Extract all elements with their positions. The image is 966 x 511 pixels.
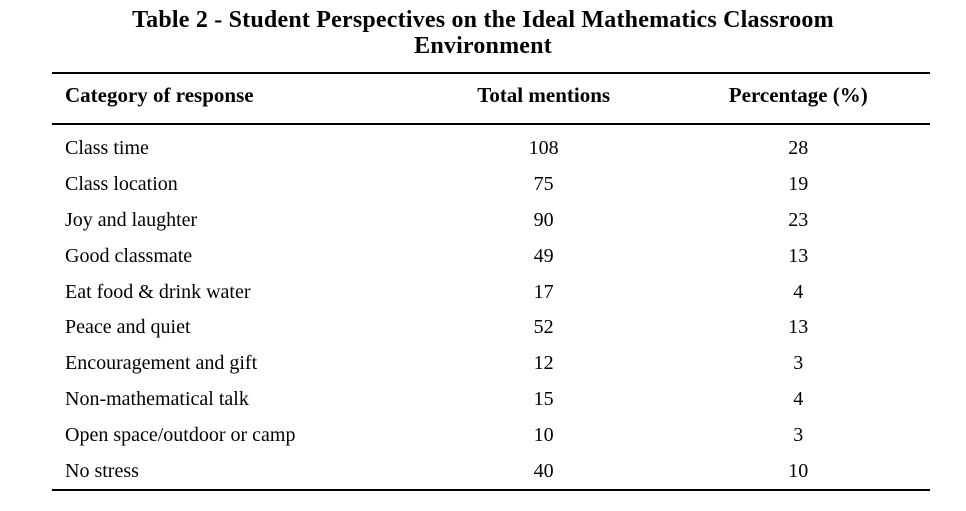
header-row: Category of response Total mentions Perc… [52, 73, 930, 124]
cell-total-mentions: 52 [533, 316, 554, 339]
cell-total-mentions: 10 [533, 423, 554, 446]
cell-percentage: 4 [793, 387, 804, 410]
cell-total-mentions: 49 [533, 244, 554, 267]
cell-total-mentions: 108 [528, 137, 559, 160]
cell-percentage: 13 [788, 316, 809, 339]
student-perspectives-table: Category of response Total mentions Perc… [52, 72, 930, 491]
cell-category: Class location [65, 173, 178, 196]
cell-category: Non-mathematical talk [65, 387, 249, 410]
table-row: Good classmate 49 13 [52, 238, 930, 274]
table-row: Open space/outdoor or camp 10 3 [52, 417, 930, 453]
table-row: Class location 75 19 [52, 167, 930, 203]
cell-category: Class time [65, 137, 149, 160]
cell-total-mentions: 15 [533, 387, 554, 410]
cell-total-mentions: 40 [533, 459, 554, 482]
table-row: Non-mathematical talk 15 4 [52, 382, 930, 418]
cell-total-mentions: 75 [533, 173, 554, 196]
cell-percentage: 3 [793, 352, 804, 375]
cell-total-mentions: 90 [533, 208, 554, 231]
cell-percentage: 13 [788, 244, 809, 267]
table-row: Class time 108 28 [52, 124, 930, 167]
cell-percentage: 28 [788, 137, 809, 160]
cell-percentage: 10 [788, 459, 809, 482]
table-row: Peace and quiet 52 13 [52, 310, 930, 346]
cell-category: Eat food & drink water [65, 280, 251, 303]
cell-percentage: 4 [793, 280, 804, 303]
cell-category: Good classmate [65, 244, 193, 267]
cell-percentage: 23 [788, 208, 809, 231]
cell-total-mentions: 17 [533, 280, 554, 303]
cell-category: Encouragement and gift [65, 352, 258, 375]
table-row: Joy and laughter 90 23 [52, 203, 930, 239]
cell-category: Joy and laughter [65, 208, 198, 231]
cell-percentage: 3 [793, 423, 804, 446]
table-row: Eat food & drink water 17 4 [52, 274, 930, 310]
table-title-line-2: Environment [414, 32, 552, 59]
table-row: Encouragement and gift 12 3 [52, 346, 930, 382]
cell-category: Peace and quiet [65, 316, 191, 339]
table-title: Table 2 - Student Perspectives on the Id… [20, 7, 946, 60]
header-percentage: Percentage (%) [728, 83, 868, 107]
header-category-of-response: Category of response [65, 83, 254, 107]
cell-percentage: 19 [788, 173, 809, 196]
table-container: Category of response Total mentions Perc… [52, 72, 930, 491]
header-total-mentions: Total mentions [477, 83, 611, 107]
cell-category: Open space/outdoor or camp [65, 423, 296, 446]
cell-category: No stress [65, 459, 139, 482]
table-title-line-1: Table 2 - Student Perspectives on the Id… [132, 7, 834, 33]
table-row: No stress 40 10 [52, 453, 930, 490]
cell-total-mentions: 12 [533, 352, 554, 375]
